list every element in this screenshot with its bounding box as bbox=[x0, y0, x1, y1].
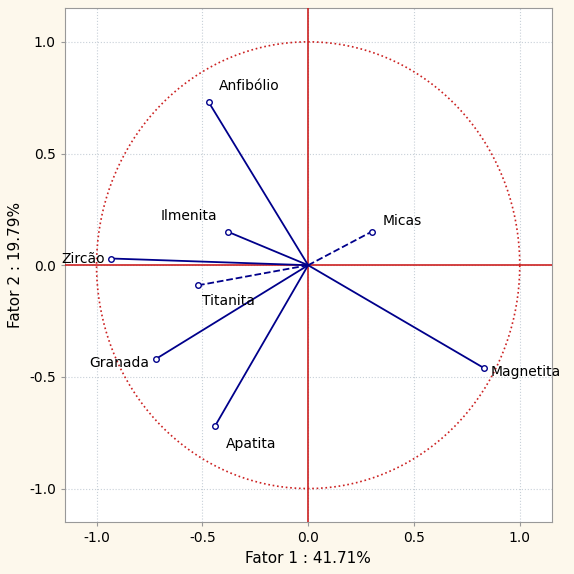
Text: Zircão: Zircão bbox=[61, 251, 105, 266]
Text: Anfibólio: Anfibólio bbox=[219, 79, 280, 93]
Text: Magnetita: Magnetita bbox=[490, 365, 560, 379]
Text: Ilmenita: Ilmenita bbox=[161, 209, 217, 223]
Text: Titanita: Titanita bbox=[203, 294, 255, 308]
Text: Apatita: Apatita bbox=[226, 437, 276, 451]
X-axis label: Fator 1 : 41.71%: Fator 1 : 41.71% bbox=[245, 550, 371, 565]
Text: Granada: Granada bbox=[90, 356, 149, 370]
Text: Micas: Micas bbox=[382, 214, 421, 227]
Y-axis label: Fator 2 : 19.79%: Fator 2 : 19.79% bbox=[9, 202, 24, 328]
